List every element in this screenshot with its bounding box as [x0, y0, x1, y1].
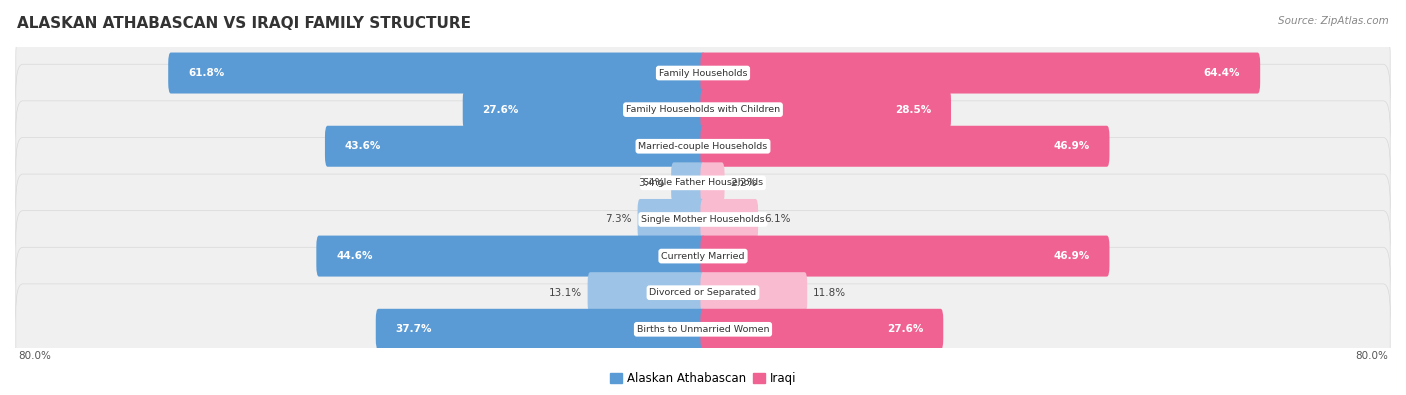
Text: Family Households: Family Households [659, 68, 747, 77]
Text: 11.8%: 11.8% [813, 288, 846, 298]
Text: 44.6%: 44.6% [336, 251, 373, 261]
Text: Single Father Households: Single Father Households [643, 179, 763, 187]
FancyBboxPatch shape [15, 28, 1391, 118]
FancyBboxPatch shape [700, 309, 943, 350]
FancyBboxPatch shape [375, 309, 706, 350]
FancyBboxPatch shape [325, 126, 706, 167]
Text: 27.6%: 27.6% [887, 324, 924, 334]
Text: 80.0%: 80.0% [18, 350, 51, 361]
Text: Births to Unmarried Women: Births to Unmarried Women [637, 325, 769, 334]
FancyBboxPatch shape [700, 272, 807, 313]
Text: 28.5%: 28.5% [896, 105, 931, 115]
FancyBboxPatch shape [671, 162, 706, 203]
Text: 43.6%: 43.6% [344, 141, 381, 151]
Text: Married-couple Households: Married-couple Households [638, 142, 768, 151]
FancyBboxPatch shape [169, 53, 706, 94]
Text: Single Mother Households: Single Mother Households [641, 215, 765, 224]
Text: Family Households with Children: Family Households with Children [626, 105, 780, 114]
Text: 13.1%: 13.1% [548, 288, 582, 298]
FancyBboxPatch shape [700, 126, 1109, 167]
Legend: Alaskan Athabascan, Iraqi: Alaskan Athabascan, Iraqi [606, 367, 800, 390]
FancyBboxPatch shape [700, 199, 758, 240]
Text: 46.9%: 46.9% [1053, 141, 1090, 151]
FancyBboxPatch shape [700, 89, 950, 130]
Text: 46.9%: 46.9% [1053, 251, 1090, 261]
FancyBboxPatch shape [15, 137, 1391, 228]
FancyBboxPatch shape [15, 211, 1391, 301]
FancyBboxPatch shape [588, 272, 706, 313]
Text: 64.4%: 64.4% [1204, 68, 1240, 78]
FancyBboxPatch shape [700, 162, 724, 203]
Text: 61.8%: 61.8% [188, 68, 225, 78]
FancyBboxPatch shape [700, 53, 1260, 94]
Text: 37.7%: 37.7% [395, 324, 432, 334]
FancyBboxPatch shape [15, 101, 1391, 192]
FancyBboxPatch shape [15, 174, 1391, 265]
Text: 80.0%: 80.0% [1355, 350, 1388, 361]
FancyBboxPatch shape [15, 247, 1391, 338]
Text: ALASKAN ATHABASCAN VS IRAQI FAMILY STRUCTURE: ALASKAN ATHABASCAN VS IRAQI FAMILY STRUC… [17, 16, 471, 31]
Text: Currently Married: Currently Married [661, 252, 745, 261]
FancyBboxPatch shape [15, 284, 1391, 375]
FancyBboxPatch shape [463, 89, 706, 130]
FancyBboxPatch shape [316, 235, 706, 276]
Text: 3.4%: 3.4% [638, 178, 665, 188]
Text: 6.1%: 6.1% [763, 214, 790, 224]
FancyBboxPatch shape [15, 64, 1391, 155]
Text: 27.6%: 27.6% [482, 105, 519, 115]
FancyBboxPatch shape [700, 235, 1109, 276]
Text: Source: ZipAtlas.com: Source: ZipAtlas.com [1278, 16, 1389, 26]
Text: 7.3%: 7.3% [605, 214, 631, 224]
Text: Divorced or Separated: Divorced or Separated [650, 288, 756, 297]
FancyBboxPatch shape [637, 199, 706, 240]
Text: 2.2%: 2.2% [731, 178, 756, 188]
